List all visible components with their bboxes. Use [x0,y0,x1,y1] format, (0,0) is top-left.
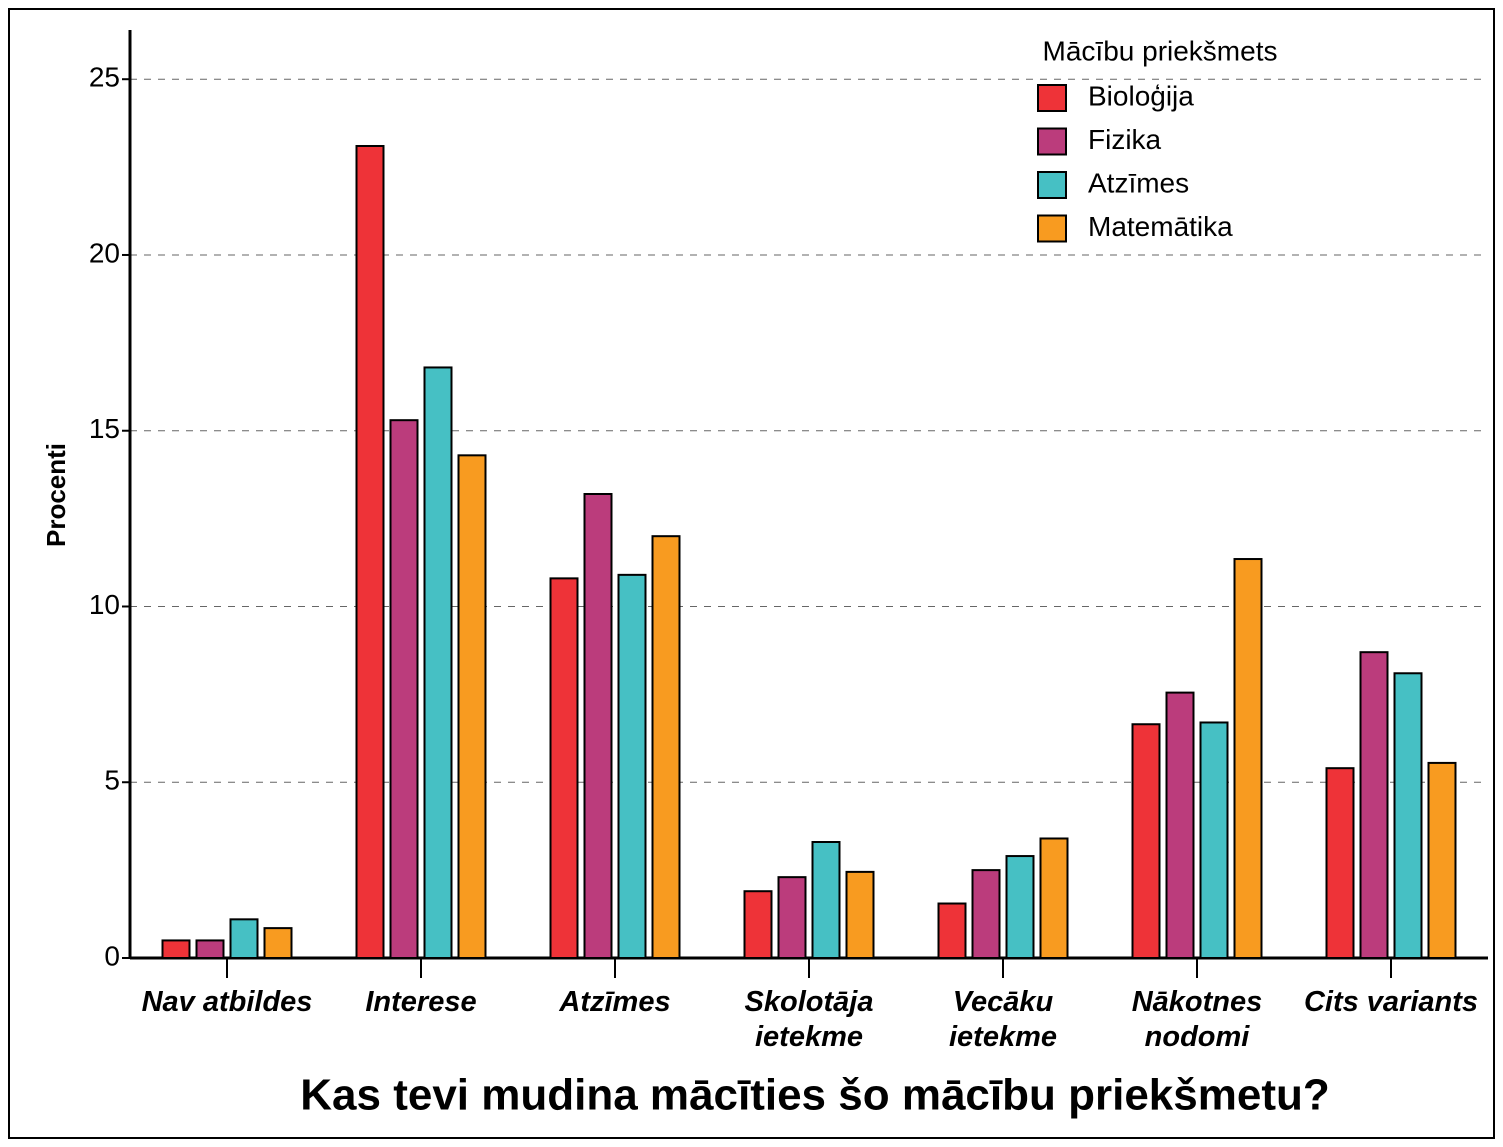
x-tick-label: Atzīmes [559,986,671,1018]
bar [1393,672,1423,959]
bar [1039,837,1069,960]
bar [229,918,259,959]
legend-label: Atzīmes [1088,167,1189,198]
bar [583,493,613,959]
x-tick-label: Skolotāja ietekme [744,986,874,1053]
bar [1199,721,1229,960]
bar [161,939,191,960]
x-tick-label: Nākotnes nodomi [1131,986,1263,1053]
bar [651,535,681,959]
x-tick-label: Cits variants [1303,986,1479,1018]
y-tick-label: 25 [89,62,120,93]
legend-title: Mācību priekšmets [1043,35,1278,66]
y-tick-label: 15 [89,413,120,444]
bar [845,870,875,959]
y-tick-label: 10 [89,589,120,620]
bar [389,419,419,959]
bar [423,366,453,960]
chart-title: Kas tevi mudina mācīties šo mācību priek… [300,1071,1329,1120]
y-axis-label: Procenti [41,443,71,547]
legend-label: Bioloģija [1088,80,1194,111]
y-tick-label: 0 [104,940,120,971]
bar [263,927,293,960]
frame [8,8,1495,1139]
x-tick-label: Interese [365,986,477,1018]
x-tick-label: Vecāku ietekme [948,986,1057,1053]
bar [937,902,967,959]
bar [1359,651,1389,959]
legend-swatch [1037,127,1067,156]
bar [355,145,385,959]
legend-swatch [1037,84,1067,112]
bar [1325,767,1355,959]
bar [457,454,487,959]
bar [1165,691,1195,960]
legend-swatch [1037,171,1067,199]
legend-label: Matemātika [1088,211,1233,242]
bar [549,577,579,959]
bar [743,890,773,959]
y-tick-label: 5 [104,765,120,796]
y-tick-label: 20 [89,237,120,268]
bar [811,841,841,959]
x-tick-label: Nav atbildes [141,986,313,1018]
bar [777,876,807,959]
bar [1427,761,1457,960]
bar [1005,855,1035,959]
bar [1131,723,1161,959]
bar [617,573,647,960]
bar [195,939,225,960]
legend-swatch [1037,214,1067,243]
bar [1233,558,1263,959]
legend-label: Fizika [1088,124,1162,155]
bar [971,869,1001,959]
